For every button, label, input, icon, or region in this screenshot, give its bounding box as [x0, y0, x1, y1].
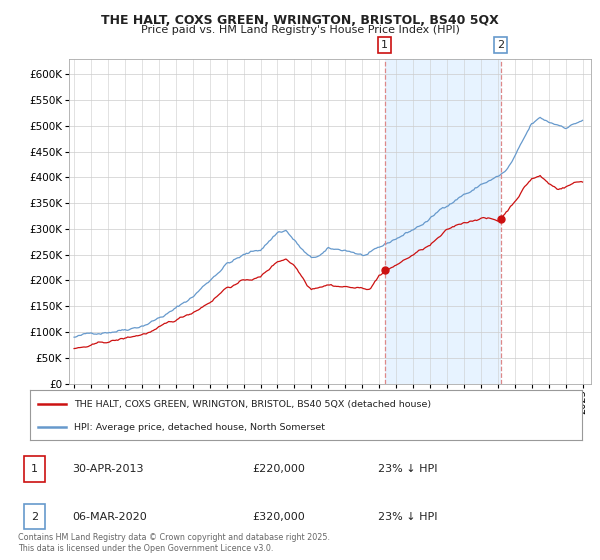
Text: Contains HM Land Registry data © Crown copyright and database right 2025.
This d: Contains HM Land Registry data © Crown c…	[18, 533, 330, 553]
Text: Price paid vs. HM Land Registry's House Price Index (HPI): Price paid vs. HM Land Registry's House …	[140, 25, 460, 35]
Text: HPI: Average price, detached house, North Somerset: HPI: Average price, detached house, Nort…	[74, 423, 325, 432]
Text: £320,000: £320,000	[252, 512, 305, 521]
Text: 30-APR-2013: 30-APR-2013	[72, 464, 143, 474]
Bar	[385, 59, 500, 384]
Text: £220,000: £220,000	[252, 464, 305, 474]
Text: 1: 1	[381, 40, 388, 50]
Text: 23% ↓ HPI: 23% ↓ HPI	[378, 464, 437, 474]
Text: 2: 2	[497, 40, 504, 50]
Text: 06-MAR-2020: 06-MAR-2020	[72, 512, 147, 521]
Text: 23% ↓ HPI: 23% ↓ HPI	[378, 512, 437, 521]
Text: THE HALT, COXS GREEN, WRINGTON, BRISTOL, BS40 5QX (detached house): THE HALT, COXS GREEN, WRINGTON, BRISTOL,…	[74, 400, 431, 409]
Text: THE HALT, COXS GREEN, WRINGTON, BRISTOL, BS40 5QX: THE HALT, COXS GREEN, WRINGTON, BRISTOL,…	[101, 14, 499, 27]
Text: 2: 2	[31, 512, 38, 521]
Text: 1: 1	[31, 464, 38, 474]
